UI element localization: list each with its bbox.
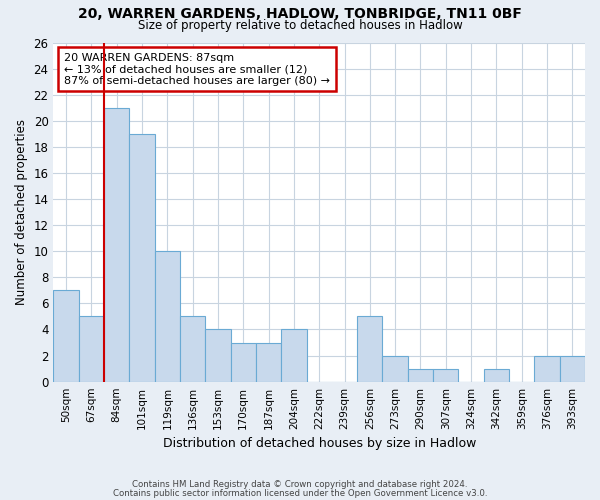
Bar — [382, 356, 408, 382]
Bar — [155, 251, 180, 382]
Bar — [104, 108, 130, 382]
Text: Contains HM Land Registry data © Crown copyright and database right 2024.: Contains HM Land Registry data © Crown c… — [132, 480, 468, 489]
Bar — [408, 368, 433, 382]
Bar — [484, 368, 509, 382]
Bar — [433, 368, 458, 382]
Bar — [53, 290, 79, 382]
Bar — [535, 356, 560, 382]
Y-axis label: Number of detached properties: Number of detached properties — [15, 119, 28, 305]
Text: Contains public sector information licensed under the Open Government Licence v3: Contains public sector information licen… — [113, 488, 487, 498]
Bar — [560, 356, 585, 382]
Bar — [180, 316, 205, 382]
Bar — [79, 316, 104, 382]
Bar — [256, 342, 281, 382]
Bar — [130, 134, 155, 382]
Text: 20 WARREN GARDENS: 87sqm
← 13% of detached houses are smaller (12)
87% of semi-d: 20 WARREN GARDENS: 87sqm ← 13% of detach… — [64, 52, 330, 86]
Bar — [281, 330, 307, 382]
X-axis label: Distribution of detached houses by size in Hadlow: Distribution of detached houses by size … — [163, 437, 476, 450]
Bar — [230, 342, 256, 382]
Text: Size of property relative to detached houses in Hadlow: Size of property relative to detached ho… — [137, 19, 463, 32]
Text: 20, WARREN GARDENS, HADLOW, TONBRIDGE, TN11 0BF: 20, WARREN GARDENS, HADLOW, TONBRIDGE, T… — [78, 8, 522, 22]
Bar — [357, 316, 382, 382]
Bar — [205, 330, 230, 382]
